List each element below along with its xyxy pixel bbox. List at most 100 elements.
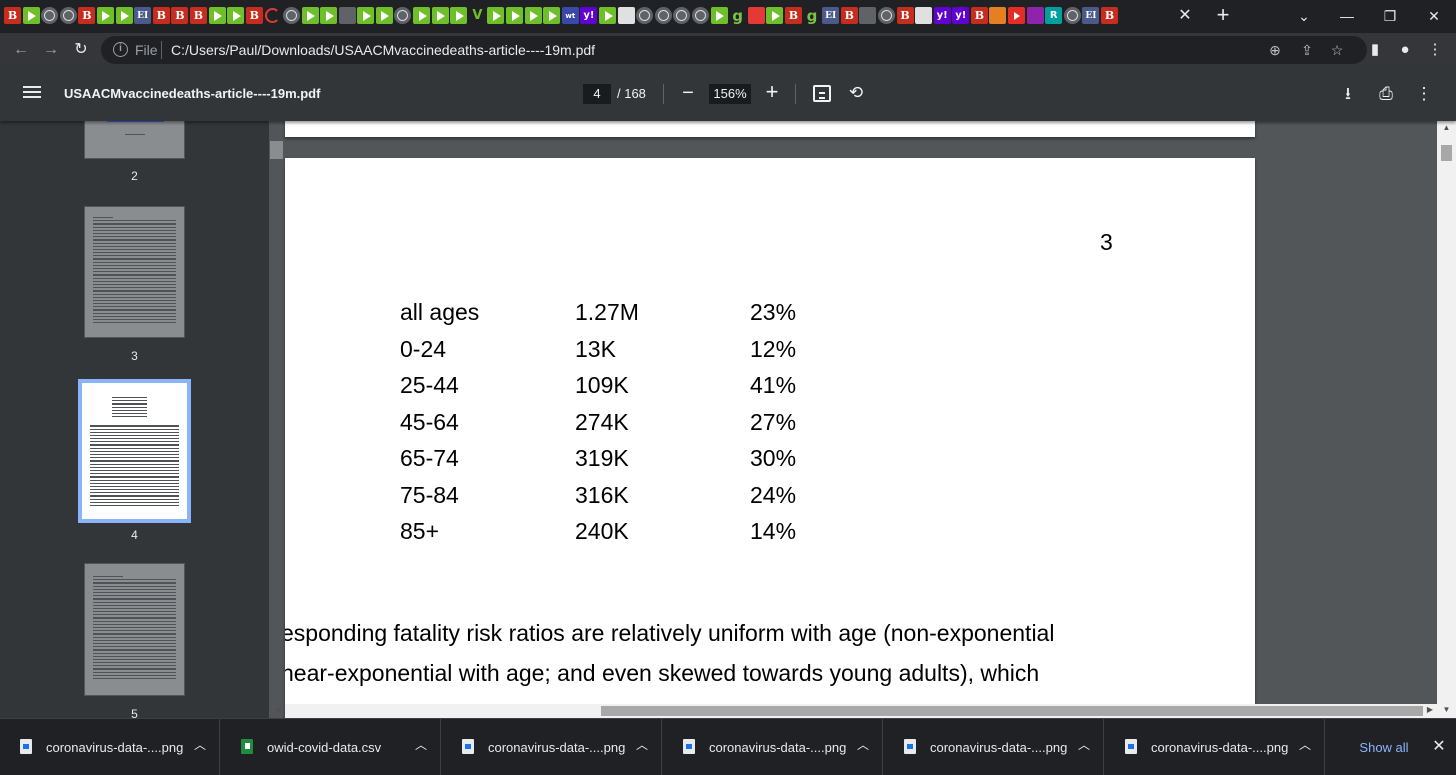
restore-icon[interactable]: ❐ (1383, 8, 1397, 24)
download-item[interactable]: owid-covid-data.csv ︿ (221, 719, 441, 775)
tab-favicon-B-icon[interactable]: B (4, 7, 21, 24)
fit-to-page-icon[interactable] (813, 85, 831, 102)
tab-favicon-B-icon[interactable]: B (78, 7, 96, 24)
download-item[interactable]: coronavirus-data-....png ︿ (663, 719, 883, 775)
tab-favicon-play-icon[interactable] (450, 7, 468, 24)
zoom-level-input[interactable]: 156% (709, 84, 751, 104)
tab-favicon-play-icon[interactable] (208, 7, 226, 24)
download-icon[interactable]: ⭳ (1345, 84, 1351, 103)
tab-favicon-play-icon[interactable] (413, 7, 431, 24)
tab-favicon-play-icon[interactable] (543, 7, 561, 24)
window-close-icon[interactable]: ✕ (1428, 8, 1440, 24)
tab-favicon-globe-icon[interactable] (673, 7, 691, 24)
tab-favicon-B-icon[interactable]: B (840, 7, 858, 24)
tab-favicon-yt-icon[interactable] (1008, 7, 1026, 24)
scroll-right-arrow-icon[interactable]: ▶ (1426, 705, 1434, 714)
horizontal-scroll-thumb[interactable] (601, 706, 1423, 716)
info-icon[interactable]: i (113, 42, 128, 57)
download-item[interactable]: coronavirus-data-....png ︿ (1105, 719, 1325, 775)
tab-favicon-play-icon[interactable] (599, 7, 616, 24)
page-number-input[interactable]: 4 (583, 84, 611, 104)
back-arrow-icon[interactable]: ← (13, 41, 29, 58)
new-tab-button[interactable]: + (1216, 2, 1230, 27)
tab-favicon-lt-icon[interactable] (915, 7, 933, 24)
address-bar[interactable]: i File C:/Users/Paul/Downloads/USAACMvac… (101, 36, 1367, 64)
profile-avatar-icon[interactable]: ● (1400, 41, 1410, 58)
thumbnail-page-5[interactable] (84, 563, 185, 696)
tab-favicon-globe-icon[interactable] (654, 7, 672, 24)
reload-icon[interactable]: ↻ (74, 41, 88, 58)
horizontal-scrollbar[interactable]: ◀ ▶ (275, 704, 1437, 718)
url-text[interactable]: C:/Users/Paul/Downloads/USAACMvaccinedea… (171, 42, 596, 58)
chevron-up-icon[interactable]: ︿ (1298, 738, 1311, 752)
tab-favicon-purp-icon[interactable] (1026, 7, 1044, 24)
side-panel-icon[interactable]: ▮ (1370, 41, 1380, 58)
tab-favicon-globe-icon[interactable] (41, 7, 59, 24)
show-all-downloads-button[interactable]: Show all (1359, 740, 1409, 755)
zoom-out-button[interactable]: − (682, 82, 694, 104)
tab-search-chevron-down-icon[interactable]: ⌄ (1298, 8, 1310, 24)
tab-favicon-globe-icon[interactable] (691, 7, 709, 24)
tab-favicon-g-icon[interactable]: g (729, 7, 747, 25)
tab-favicon-B-icon[interactable]: B (245, 7, 263, 24)
tab-favicon-g-icon[interactable]: g (803, 7, 821, 25)
tab-favicon-org-icon[interactable] (989, 7, 1007, 24)
thumbnail-page-2[interactable] (84, 121, 185, 159)
more-menu-icon[interactable]: ⋮ (1427, 41, 1443, 58)
tab-favicon-circle-icon[interactable] (264, 7, 282, 24)
tab-favicon-play-icon[interactable] (357, 7, 375, 24)
tab-favicon-play-icon[interactable] (227, 7, 245, 24)
tab-favicon-v-icon[interactable]: V (468, 7, 486, 24)
tab-favicon-play-icon[interactable] (96, 7, 114, 24)
tab-favicon-B-icon[interactable]: B (896, 7, 914, 24)
tab-close-icon[interactable]: ✕ (1178, 7, 1192, 24)
tab-favicon-globe-icon[interactable] (1063, 7, 1081, 24)
pdf-more-icon[interactable]: ⋮ (1415, 84, 1433, 103)
chevron-up-icon[interactable]: ︿ (1077, 738, 1090, 752)
tab-favicon-gray-icon[interactable] (859, 7, 877, 24)
tab-favicon-B-icon[interactable]: B (152, 7, 170, 24)
share-icon[interactable]: ⇪ (1301, 42, 1313, 58)
tab-favicon-wt-icon[interactable]: wt (561, 7, 579, 24)
tab-favicon-B-icon[interactable]: B (171, 7, 189, 24)
vertical-scroll-thumb[interactable] (1441, 145, 1452, 161)
tab-favicon-play-icon[interactable] (320, 7, 338, 24)
tab-favicon-globe-icon[interactable] (394, 7, 412, 24)
rotate-icon[interactable]: ⟲ (848, 83, 864, 102)
tab-favicon-play-icon[interactable] (301, 7, 319, 24)
hamburger-menu-icon[interactable] (22, 83, 42, 103)
tab-favicon-B-icon[interactable]: B (970, 7, 988, 24)
chevron-up-icon[interactable]: ︿ (635, 738, 648, 752)
tab-favicon-B-icon[interactable]: B (1101, 7, 1119, 24)
tab-favicon-EI-icon[interactable]: EI (1082, 7, 1100, 24)
tab-favicon-play-icon[interactable] (710, 7, 728, 24)
tab-favicon-EI-icon[interactable]: EI (134, 7, 152, 24)
download-item[interactable]: coronavirus-data-....png ︿ (442, 719, 662, 775)
scroll-up-arrow-icon[interactable]: ▲ (1442, 123, 1451, 132)
chevron-up-icon[interactable]: ︿ (414, 738, 427, 752)
tab-favicon-globe-icon[interactable] (877, 7, 895, 24)
tab-favicon-globe-icon[interactable] (282, 7, 300, 24)
zoom-in-button[interactable]: + (765, 79, 779, 104)
tab-favicon-y-icon[interactable]: y! (952, 7, 970, 24)
tab-favicon-y-icon[interactable]: y! (933, 7, 951, 24)
tab-favicon-B-icon[interactable]: B (784, 7, 802, 24)
scroll-down-arrow-icon[interactable]: ▼ (1442, 705, 1451, 714)
scroll-left-arrow-icon[interactable]: ◀ (274, 705, 282, 714)
download-item[interactable]: coronavirus-data-....png ︿ (0, 719, 220, 775)
tab-favicon-play-icon[interactable] (115, 7, 133, 24)
tab-favicon-globe-icon[interactable] (636, 7, 654, 24)
chevron-up-icon[interactable]: ︿ (193, 738, 206, 752)
tab-favicon-globe-icon[interactable] (59, 7, 77, 24)
tab-favicon-r-icon[interactable]: R (1045, 7, 1063, 24)
tab-favicon-play-icon[interactable] (431, 7, 449, 24)
print-icon[interactable]: ⎙ (1379, 84, 1393, 103)
tab-favicon-play-icon[interactable] (487, 7, 505, 24)
tab-favicon-play-icon[interactable] (375, 7, 393, 24)
thumbnail-page-4[interactable] (78, 379, 191, 523)
download-item[interactable]: coronavirus-data-....png ︿ (884, 719, 1104, 775)
close-download-shelf-icon[interactable]: ✕ (1432, 738, 1446, 755)
tab-favicon-play-icon[interactable] (524, 7, 542, 24)
forward-arrow-icon[interactable]: → (43, 41, 59, 58)
tab-favicon-y-icon[interactable]: y! (580, 7, 598, 24)
